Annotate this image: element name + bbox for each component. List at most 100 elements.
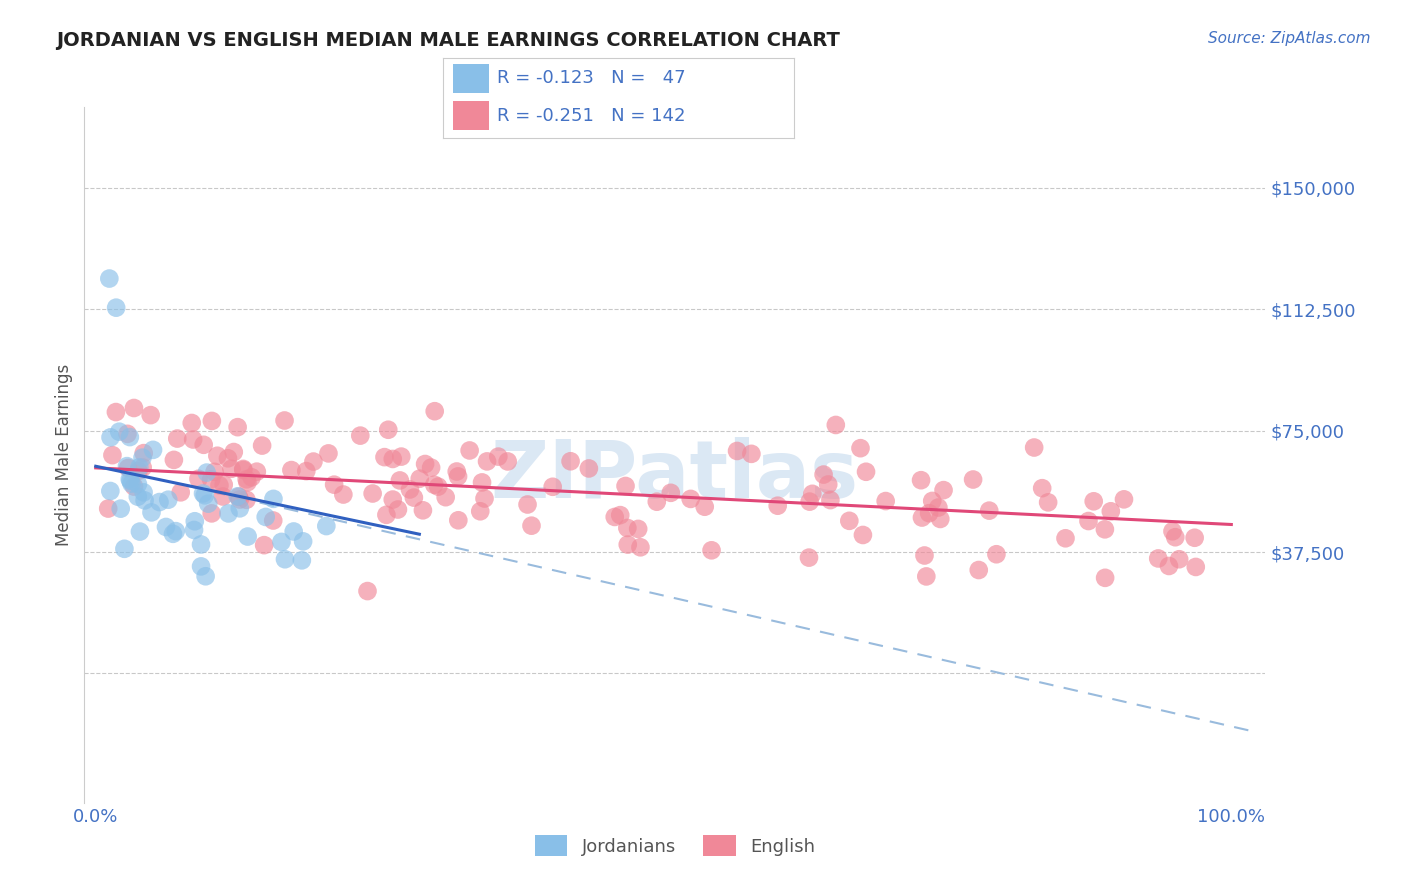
Point [128, 460, 150, 475]
Point [447, 513, 470, 527]
Point [962, 473, 984, 487]
Point [302, 454, 325, 468]
Point [170, 485, 193, 500]
Point [283, 524, 305, 539]
Point [1036, 495, 1059, 509]
Point [254, 510, 277, 524]
Point [295, 464, 318, 478]
Point [122, 401, 145, 415]
Point [373, 450, 395, 464]
Point [388, 474, 411, 488]
Point [235, 492, 257, 507]
Point [659, 485, 682, 500]
Point [801, 487, 824, 501]
Point [181, 433, 204, 447]
Point [399, 483, 422, 497]
Point [458, 443, 481, 458]
Point [740, 447, 762, 461]
Point [1184, 531, 1206, 545]
Point [427, 480, 450, 494]
Point [108, 425, 131, 439]
Point [349, 428, 371, 442]
Point [1083, 494, 1105, 508]
Point [911, 510, 934, 524]
Point [232, 463, 254, 477]
Point [155, 520, 177, 534]
Point [932, 483, 955, 497]
Point [470, 504, 492, 518]
Point [129, 524, 152, 539]
Point [967, 563, 990, 577]
Point [162, 526, 184, 541]
Point [98, 483, 121, 498]
Point [402, 491, 425, 505]
Point [910, 473, 932, 487]
Point [118, 472, 141, 486]
Point [409, 472, 432, 486]
Point [1094, 522, 1116, 536]
Point [201, 507, 224, 521]
Point [915, 569, 938, 583]
Point [1157, 559, 1180, 574]
Point [693, 500, 716, 514]
Text: R = -0.123   N =   47: R = -0.123 N = 47 [498, 69, 686, 87]
Point [104, 405, 127, 419]
Point [236, 475, 259, 490]
Point [115, 459, 138, 474]
Point [110, 501, 132, 516]
Point [356, 584, 378, 599]
Point [127, 464, 149, 478]
Point [105, 301, 128, 315]
Point [132, 446, 155, 460]
Point [797, 550, 820, 565]
Point [516, 498, 538, 512]
Point [979, 503, 1001, 517]
Point [616, 521, 638, 535]
Point [117, 426, 139, 441]
Point [1031, 481, 1053, 495]
Point [627, 522, 650, 536]
Point [496, 454, 519, 468]
Point [541, 480, 564, 494]
Point [927, 500, 949, 515]
Point [100, 430, 122, 444]
Point [1184, 560, 1206, 574]
Point [323, 477, 346, 491]
Point [875, 494, 897, 508]
Point [180, 416, 202, 430]
Point [228, 490, 250, 504]
Point [98, 271, 121, 285]
Point [127, 477, 149, 491]
Point [700, 543, 723, 558]
Point [112, 541, 135, 556]
Point [117, 461, 139, 475]
Point [184, 514, 207, 528]
Point [315, 519, 337, 533]
Point [194, 488, 217, 502]
Point [630, 541, 652, 555]
Point [222, 445, 245, 459]
Point [235, 472, 257, 486]
Point [194, 569, 217, 583]
Bar [453, 63, 489, 93]
Point [361, 486, 384, 500]
Point [131, 460, 153, 475]
Point [520, 518, 543, 533]
Point [423, 477, 446, 491]
Point [381, 492, 404, 507]
Point [212, 477, 235, 491]
Point [1099, 504, 1122, 518]
Point [849, 441, 872, 455]
Point [226, 489, 249, 503]
Point [1147, 551, 1170, 566]
Point [813, 467, 835, 482]
Point [614, 479, 637, 493]
Point [229, 492, 252, 507]
Point [817, 477, 839, 491]
Point [474, 491, 496, 506]
Point [280, 463, 302, 477]
Point [139, 408, 162, 422]
Point [1161, 524, 1184, 539]
Point [142, 442, 165, 457]
Text: ZIPatlas: ZIPatlas [491, 437, 859, 515]
